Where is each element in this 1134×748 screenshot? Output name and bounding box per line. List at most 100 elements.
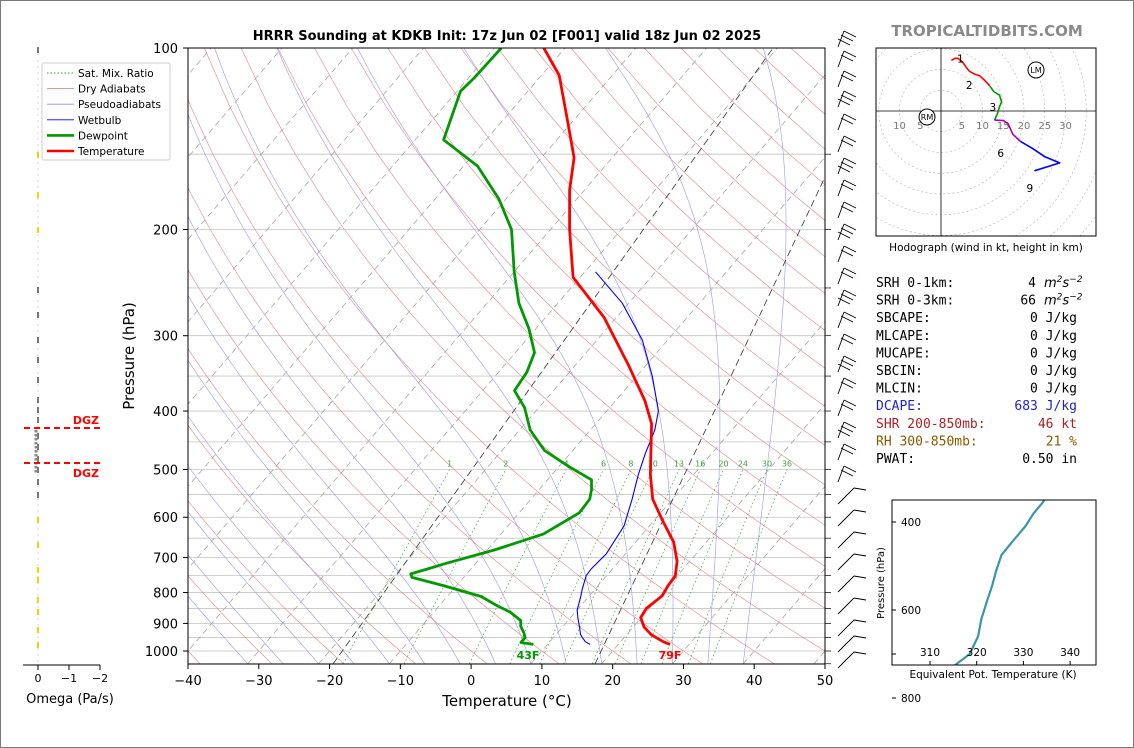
- wind-barb-feather: [843, 223, 857, 231]
- wind-barb-staff: [837, 245, 845, 263]
- index-value: 683 J/kg: [1014, 399, 1077, 414]
- pseudoadiabat-line: [188, 294, 461, 664]
- dewpoint-profile-line: [409, 48, 593, 646]
- wind-barb-feather: [843, 333, 857, 341]
- index-label: DCAPE:: [876, 399, 923, 414]
- x-tick-label: −40: [174, 674, 201, 689]
- mixing-ratio-label: 6: [601, 459, 606, 468]
- wind-barb-feather: [853, 619, 867, 623]
- wind-barb: [837, 465, 857, 483]
- theta-e-ylabel: Pressure (hPa): [876, 547, 887, 619]
- wind-barb: [837, 443, 857, 461]
- wind-barb-staff: [837, 333, 845, 351]
- wind-barb-staff: [837, 509, 855, 527]
- wind-barb-staff: [837, 575, 855, 593]
- hodograph-ring-label: 5: [917, 121, 923, 132]
- mixing-ratio-line: [688, 469, 768, 664]
- wind-barb-feather: [837, 429, 851, 437]
- storm-motion-label: RM: [921, 113, 934, 122]
- mixing-ratio-label: 13: [674, 459, 684, 468]
- wind-barb: [837, 575, 867, 593]
- wind-barb-feather: [840, 315, 854, 323]
- wind-barb-feather: [840, 469, 854, 477]
- dgz-bottom-label: DGZ: [73, 467, 99, 480]
- wind-barb: [837, 509, 867, 527]
- hodograph-ring-label: 5: [959, 121, 965, 132]
- wind-barb: [837, 487, 867, 505]
- wind-barb-feather: [843, 311, 857, 319]
- x-tick-label: 40: [746, 674, 763, 689]
- hodograph-ring-label: 10: [976, 121, 989, 132]
- hodograph-height-label: 9: [1026, 183, 1033, 195]
- wind-barb-staff: [837, 70, 845, 88]
- skewt-frame: [187, 47, 826, 665]
- skewt-xlabel: Temperature (°C): [441, 692, 571, 710]
- wind-barb-staff: [837, 619, 855, 637]
- wind-barb-feather: [843, 50, 857, 58]
- wind-barb-feather: [840, 249, 854, 257]
- index-value: 0.50 in: [1022, 452, 1077, 467]
- wind-barb-staff: [837, 651, 855, 669]
- theta-e-y-tick-label: 600: [901, 605, 921, 617]
- wind-barb-feather: [843, 201, 857, 209]
- wind-barb-staff: [837, 553, 855, 571]
- index-value: 0 J/kg: [1030, 311, 1077, 326]
- hodograph-height-label: 1: [957, 54, 964, 66]
- theta-e-x-tick-label: 320: [967, 647, 987, 659]
- x-tick-label: −30: [245, 674, 272, 689]
- wind-barb-feather: [843, 465, 857, 473]
- index-label: SRH 0-3km:: [876, 294, 954, 309]
- omega-xlabel: Omega (Pa/s): [26, 692, 114, 707]
- wind-barb-feather: [840, 227, 854, 235]
- wind-barb: [837, 223, 857, 241]
- wind-barb-staff: [837, 311, 845, 329]
- y-tick-label: 200: [153, 224, 178, 239]
- mixing-ratio-label: 24: [738, 459, 748, 468]
- mixing-ratio-label: 1: [447, 459, 452, 468]
- wind-barb-feather: [840, 205, 854, 213]
- wind-barb-feather: [840, 425, 854, 433]
- mixing-ratio-label: 30: [762, 459, 772, 468]
- wind-barb: [837, 289, 857, 307]
- wind-barb-feather: [840, 403, 854, 411]
- wind-barb-feather: [843, 113, 857, 121]
- x-tick-label: 50: [817, 674, 834, 689]
- wind-barb-staff: [837, 465, 845, 483]
- wind-barb: [837, 421, 857, 439]
- wind-barb-feather: [840, 381, 854, 389]
- index-label: RH 300-850mb:: [876, 434, 978, 449]
- wind-barb-feather: [843, 157, 857, 165]
- wind-barb-staff: [837, 135, 845, 153]
- legend-label: Sat. Mix. Ratio: [78, 68, 154, 80]
- wind-barb-feather: [840, 34, 854, 42]
- pseudoadiabat-line: [357, 48, 638, 664]
- mixing-ratio-label: 20: [718, 459, 728, 468]
- omega-tick-label: −1: [61, 672, 77, 685]
- theta-e-y-tick-label: 800: [901, 693, 921, 705]
- index-value: 4: [1028, 276, 1036, 291]
- wind-barb-feather: [843, 135, 857, 143]
- wind-barb: [837, 553, 867, 571]
- wind-barb: [837, 399, 857, 417]
- mixing-ratio-label: 16: [695, 459, 705, 468]
- mixing-ratio-line: [468, 469, 567, 664]
- wind-barb-staff: [837, 531, 855, 549]
- hodograph-height-label: 3: [990, 102, 997, 114]
- dry-adiabat-line: [240, 48, 825, 652]
- wind-barb-feather: [837, 231, 851, 239]
- dry-adiabat-line: [387, 48, 825, 486]
- wind-barb: [837, 90, 857, 108]
- pseudoadiabat-line: [188, 554, 284, 664]
- theta-e-frame: [891, 499, 1097, 666]
- wind-barb-feather: [843, 443, 857, 451]
- omega-tick-label: −2: [92, 672, 108, 685]
- wind-barb-staff: [837, 157, 845, 175]
- mixing-ratio-label: 2: [503, 459, 508, 468]
- wind-barb-feather: [843, 70, 857, 78]
- pseudoadiabat-line: [188, 511, 319, 664]
- wind-barb-staff: [837, 50, 845, 68]
- wind-barb-feather: [840, 271, 854, 279]
- pseudoadiabat-line: [463, 48, 674, 664]
- wind-barb-staff: [837, 113, 845, 131]
- wind-barb-feather: [853, 635, 867, 639]
